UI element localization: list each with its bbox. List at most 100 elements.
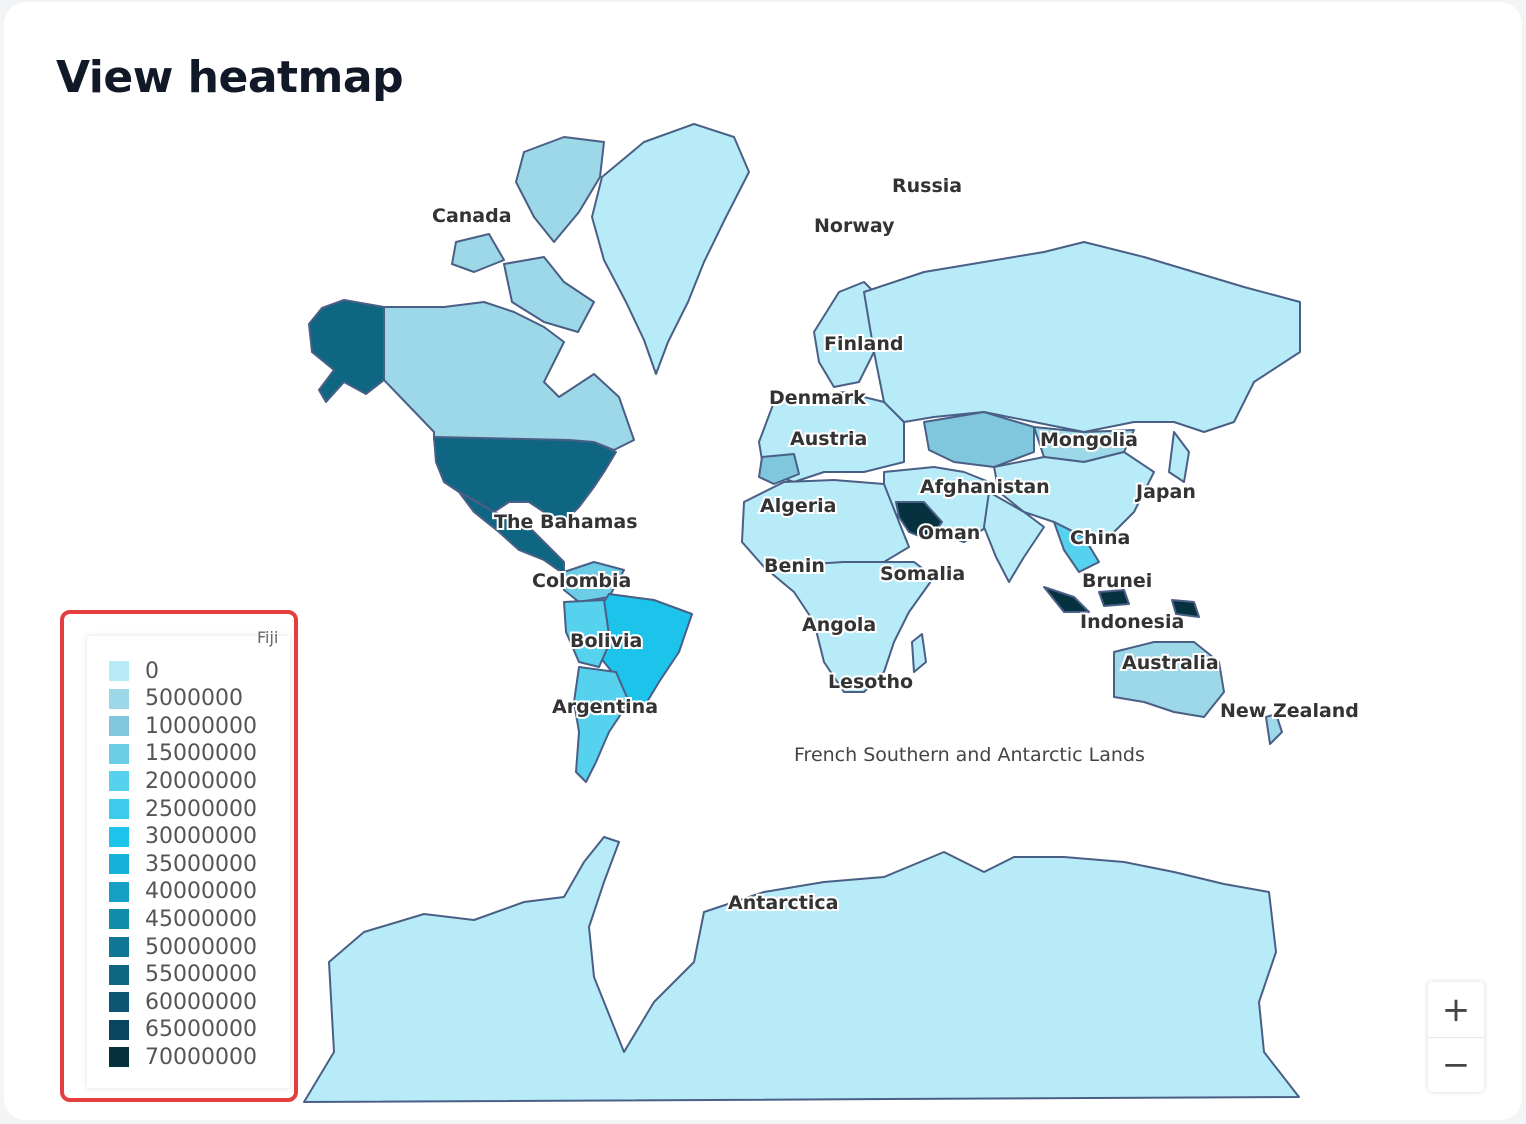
legend-highlight-box <box>60 610 298 1102</box>
region-arctic-islands[interactable] <box>515 136 605 243</box>
region-new-zealand[interactable] <box>1265 713 1283 745</box>
legend-swatch <box>109 826 129 847</box>
legend-swatch <box>109 1047 129 1068</box>
region-russia[interactable] <box>863 241 1301 433</box>
legend-item: 20000000 <box>109 768 257 794</box>
map-label-austria: Austria <box>790 428 867 450</box>
region-argentina[interactable] <box>573 666 630 783</box>
map-label-antarctica: Antarctica <box>728 892 838 914</box>
region-kazakhstan[interactable] <box>923 411 1035 468</box>
region-central-africa[interactable] <box>763 561 935 693</box>
zoom-out-button[interactable]: − <box>1441 1044 1471 1085</box>
zoom-control: + − <box>1428 982 1484 1092</box>
legend-swatch <box>109 937 129 957</box>
region-indonesia[interactable] <box>1043 586 1090 613</box>
map-label-china: China <box>1070 527 1130 549</box>
map-label-australia: Australia <box>1122 652 1219 674</box>
heatmap-legend: Fiji 0 5000000 10000000 15000000 20000000 250… <box>87 628 290 1088</box>
legend-label: 55000000 <box>145 962 257 988</box>
legend-swatch <box>109 881 129 902</box>
zoom-in-button[interactable]: + <box>1428 982 1484 1038</box>
region-australia[interactable] <box>1113 641 1225 718</box>
region-bolivia[interactable] <box>563 599 611 668</box>
legend-swatch <box>109 909 129 930</box>
legend-swatch <box>109 743 129 764</box>
region-saudi-arabia[interactable] <box>895 501 943 541</box>
map-label-lesotho: Lesotho <box>828 671 913 693</box>
legend-swatch <box>109 992 129 1013</box>
map-label-the-bahamas: The Bahamas <box>494 511 638 533</box>
legend-label: 35000000 <box>145 851 257 877</box>
region-japan[interactable] <box>1168 431 1190 483</box>
region-arctic-islands-2[interactable] <box>451 233 505 273</box>
map-label-norway: Norway <box>814 215 895 237</box>
map-label-indonesia: Indonesia <box>1080 611 1184 633</box>
world-map[interactable]: Canada Russia Norway Finland Denmark Austria M… <box>4 2 1522 1120</box>
map-label-japan: Japan <box>1134 481 1196 503</box>
map-label-new-zealand: New Zealand <box>1220 700 1359 722</box>
legend-item: 30000000 <box>109 824 257 850</box>
legend-swatch <box>109 661 129 681</box>
region-southeast-asia[interactable] <box>1053 521 1100 573</box>
legend-label: 10000000 <box>145 713 257 739</box>
region-north-africa[interactable] <box>741 479 910 568</box>
region-alaska[interactable] <box>308 299 385 403</box>
region-usa[interactable] <box>433 436 617 523</box>
legend-label: 30000000 <box>145 824 257 850</box>
region-indonesia-3[interactable] <box>1171 599 1200 618</box>
map-label-denmark: Denmark <box>769 387 866 409</box>
legend-item: 60000000 <box>109 989 257 1015</box>
legend-item: 35000000 <box>109 851 257 877</box>
legend-swatch <box>109 799 129 819</box>
region-india[interactable] <box>983 491 1045 583</box>
legend-label: 45000000 <box>145 906 257 932</box>
heatmap-card: View heatmap <box>4 2 1522 1120</box>
legend-item: 45000000 <box>109 906 257 932</box>
map-label-colombia: Colombia <box>532 570 631 592</box>
legend-swatch <box>109 1019 129 1040</box>
map-label-somalia: Somalia <box>880 563 965 585</box>
legend-swatch <box>109 716 129 737</box>
region-antarctica[interactable] <box>303 836 1300 1103</box>
legend-item: 55000000 <box>109 962 257 988</box>
legend-fiji-label: Fiji <box>257 628 279 647</box>
legend-swatch <box>109 964 129 985</box>
legend-label: 0 <box>145 658 159 684</box>
legend-item: 40000000 <box>109 879 257 905</box>
legend-label: 65000000 <box>145 1017 257 1043</box>
legend-item: 15000000 <box>109 741 257 767</box>
legend-item: 10000000 <box>109 713 257 739</box>
legend-label: 5000000 <box>145 686 243 712</box>
legend-item: 0 <box>109 658 159 684</box>
map-label-angola: Angola <box>802 614 876 636</box>
legend-swatch <box>109 854 129 875</box>
region-indonesia-2[interactable] <box>1098 589 1130 607</box>
map-label-finland: Finland <box>824 333 903 355</box>
legend-label: 20000000 <box>145 768 257 794</box>
map-label-afghanistan: Afghanistan <box>920 476 1050 498</box>
region-canada[interactable] <box>383 301 635 451</box>
legend-item: 65000000 <box>109 1017 257 1043</box>
legend-item: 25000000 <box>109 796 257 822</box>
map-label-russia: Russia <box>892 175 962 197</box>
legend-label: 60000000 <box>145 989 257 1015</box>
map-label-algeria: Algeria <box>760 495 836 517</box>
region-arctic-islands-3[interactable] <box>503 256 595 333</box>
region-greenland[interactable] <box>591 123 750 375</box>
legend-item: 70000000 <box>109 1044 257 1070</box>
legend-item: 5000000 <box>109 686 243 712</box>
legend-swatch <box>109 688 129 709</box>
legend-label: 50000000 <box>145 934 257 960</box>
legend-item: 50000000 <box>109 934 257 960</box>
region-spain[interactable] <box>758 453 800 485</box>
map-label-argentina: Argentina <box>552 696 658 718</box>
legend-label: 70000000 <box>145 1044 257 1070</box>
legend-label: 40000000 <box>145 879 257 905</box>
map-label-bolivia: Bolivia <box>570 630 642 652</box>
map-label-mongolia: Mongolia <box>1040 429 1138 451</box>
map-label-brunei: Brunei <box>1082 570 1152 592</box>
map-label-canada: Canada <box>432 205 512 227</box>
map-label-benin: Benin <box>764 555 825 577</box>
region-madagascar[interactable] <box>911 633 927 673</box>
region-mexico[interactable] <box>458 491 565 575</box>
